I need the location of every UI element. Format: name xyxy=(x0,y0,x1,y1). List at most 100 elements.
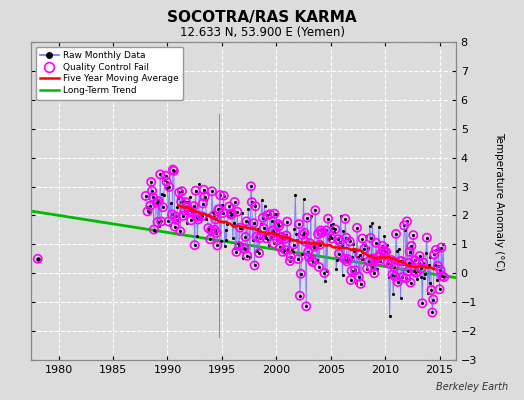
Point xyxy=(215,206,223,213)
Point xyxy=(198,213,206,219)
Point xyxy=(396,258,404,264)
Point xyxy=(220,192,228,199)
Point xyxy=(205,227,213,233)
Point xyxy=(378,243,387,249)
Point xyxy=(340,256,348,262)
Point xyxy=(236,224,244,231)
Point xyxy=(170,223,179,230)
Point xyxy=(174,194,182,201)
Point xyxy=(278,249,287,255)
Point xyxy=(170,168,178,174)
Point xyxy=(221,226,230,233)
Point xyxy=(215,206,223,213)
Point xyxy=(164,218,172,225)
Point xyxy=(231,199,239,205)
Point xyxy=(181,199,190,205)
Point xyxy=(255,250,263,256)
Point xyxy=(398,274,407,280)
Point xyxy=(252,234,260,240)
Point xyxy=(181,199,190,205)
Point xyxy=(411,257,419,264)
Point xyxy=(352,279,361,286)
Point xyxy=(422,250,430,256)
Point xyxy=(178,188,186,194)
Point xyxy=(348,254,357,260)
Point xyxy=(366,235,375,241)
Point xyxy=(256,235,264,241)
Point xyxy=(163,185,172,192)
Point xyxy=(298,232,307,238)
Point xyxy=(390,264,398,270)
Point xyxy=(288,249,297,255)
Point xyxy=(157,218,165,225)
Point xyxy=(283,218,291,225)
Point xyxy=(328,235,336,242)
Point xyxy=(312,244,320,250)
Point xyxy=(438,273,446,279)
Point xyxy=(355,274,363,280)
Point xyxy=(246,254,254,260)
Point xyxy=(144,205,152,212)
Point xyxy=(170,168,178,174)
Point xyxy=(376,257,384,264)
Point xyxy=(272,211,280,217)
Point xyxy=(227,212,235,218)
Point xyxy=(406,279,414,286)
Point xyxy=(185,207,193,213)
Point xyxy=(280,236,289,242)
Point xyxy=(409,232,418,238)
Point xyxy=(329,225,337,231)
Point xyxy=(159,204,167,210)
Point xyxy=(170,223,179,230)
Point xyxy=(188,209,196,216)
Point xyxy=(267,234,275,241)
Point xyxy=(247,183,255,190)
Point xyxy=(242,218,250,224)
Point xyxy=(259,225,268,231)
Point xyxy=(420,274,428,281)
Point xyxy=(305,240,314,246)
Point xyxy=(219,210,227,216)
Point xyxy=(353,225,361,231)
Point xyxy=(161,172,170,179)
Point xyxy=(392,231,400,237)
Point xyxy=(185,207,193,213)
Point xyxy=(172,216,181,223)
Point xyxy=(366,223,374,230)
Point xyxy=(434,246,443,252)
Point xyxy=(413,268,422,274)
Point xyxy=(406,279,414,286)
Point xyxy=(180,207,189,214)
Point xyxy=(335,238,344,245)
Point xyxy=(394,279,402,285)
Point xyxy=(394,279,402,285)
Point xyxy=(389,291,398,297)
Point xyxy=(158,191,166,197)
Point xyxy=(314,231,322,237)
Point xyxy=(227,210,236,217)
Point xyxy=(363,265,371,272)
Point xyxy=(248,199,256,205)
Point xyxy=(296,292,304,299)
Point xyxy=(211,216,220,223)
Point xyxy=(374,254,382,260)
Point xyxy=(428,309,436,316)
Point xyxy=(377,251,386,257)
Point xyxy=(154,219,162,225)
Point xyxy=(268,227,277,234)
Point xyxy=(275,223,283,229)
Point xyxy=(341,216,350,222)
Point xyxy=(207,227,215,234)
Point xyxy=(364,244,372,251)
Point xyxy=(263,212,271,218)
Point xyxy=(419,259,428,266)
Point xyxy=(309,243,318,249)
Point xyxy=(376,251,385,257)
Point xyxy=(381,248,389,255)
Point xyxy=(356,252,364,258)
Point xyxy=(331,226,340,232)
Point xyxy=(341,216,350,222)
Point xyxy=(396,294,405,301)
Point xyxy=(154,198,162,204)
Point xyxy=(373,266,381,272)
